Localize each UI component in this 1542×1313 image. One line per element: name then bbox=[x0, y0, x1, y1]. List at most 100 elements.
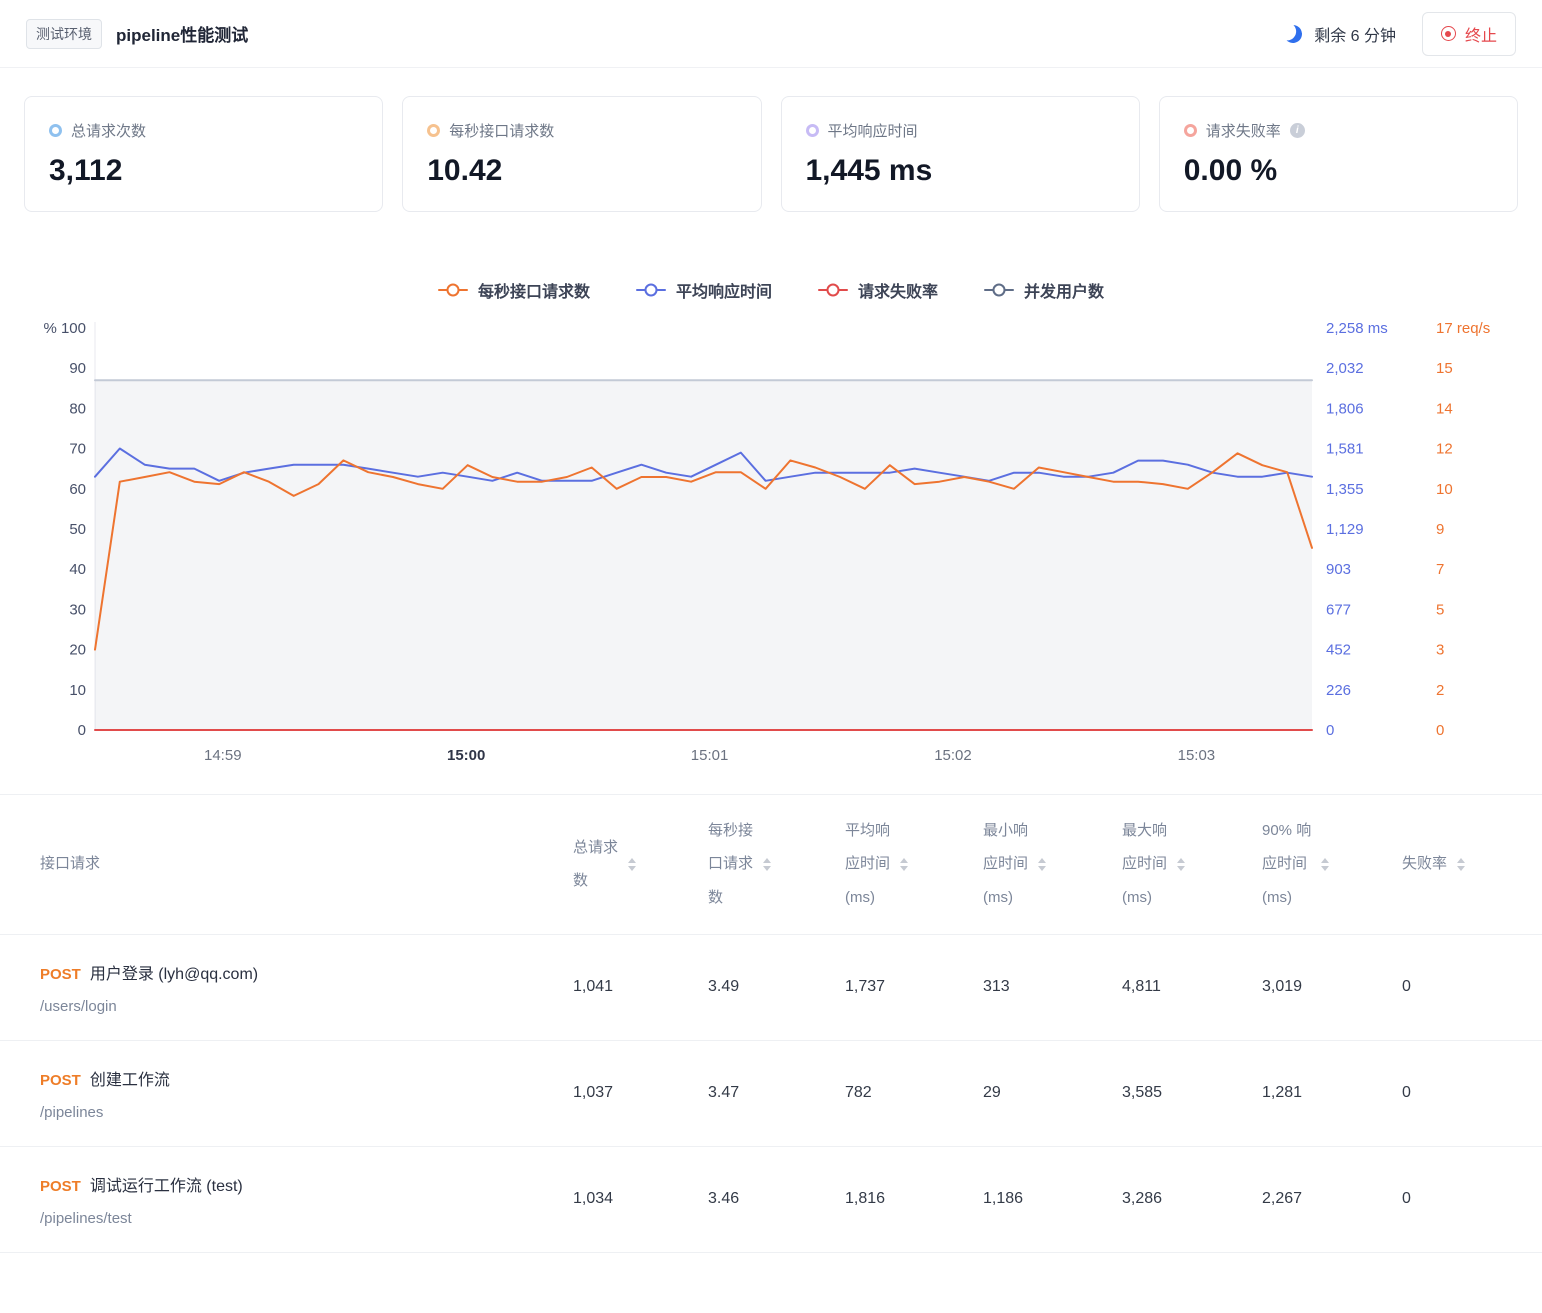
y-axis-ms-tick: 677 bbox=[1326, 601, 1351, 618]
legend-item-1[interactable]: 每秒接口请求数 bbox=[437, 278, 590, 302]
y-axis-percent-tick: 60 bbox=[69, 481, 86, 498]
series-line-每秒接口请求数 bbox=[94, 452, 1313, 651]
sort-caret-icon[interactable] bbox=[1038, 857, 1047, 871]
record-circle-icon bbox=[1440, 26, 1456, 41]
metric-cell-1: 1,034 bbox=[573, 1146, 708, 1253]
column-header-label: 每秒接 bbox=[708, 822, 754, 839]
y-axis-ms-tick: 1,355 bbox=[1326, 481, 1364, 498]
table-row: POST 调试运行工作流 (test) /pipelines/test 1,034 3.… bbox=[0, 1146, 1542, 1253]
stat-card-total-requests: 总请求次数 3,112 bbox=[24, 96, 384, 212]
column-header-1: 接口请求 bbox=[0, 794, 573, 935]
x-axis-time-tick: 14:59 bbox=[204, 747, 242, 764]
sort-asc-icon[interactable] bbox=[1038, 857, 1047, 863]
x-axis-time-tick: 15:03 bbox=[1178, 747, 1216, 764]
legend-item-4[interactable]: 并发用户数 bbox=[984, 278, 1104, 302]
sort-caret-icon[interactable] bbox=[1177, 857, 1186, 871]
legend-ring-icon bbox=[826, 283, 840, 297]
stats-cards: 总请求次数 3,112 每秒接口请求数 10.42 平均响应时间 1,445 m… bbox=[0, 68, 1542, 212]
column-header-3[interactable]: 每秒接 口请求数 bbox=[708, 794, 845, 935]
legend-label: 并发用户数 bbox=[1024, 284, 1105, 301]
api-request-cell: POST 用户登录 (lyh@qq.com) /users/login bbox=[0, 934, 573, 1041]
metric-cell-2: 3.49 bbox=[708, 934, 845, 1041]
y-axis-reqs-tick: 12 bbox=[1436, 441, 1453, 458]
column-header-label: 应时间 bbox=[845, 855, 891, 873]
sort-desc-icon[interactable] bbox=[1177, 865, 1186, 871]
sort-caret-icon[interactable] bbox=[900, 857, 909, 871]
metric-cell-5: 3,585 bbox=[1122, 1040, 1262, 1147]
method-badge: POST bbox=[40, 1177, 81, 1195]
column-header-label: 最小响 bbox=[983, 822, 1029, 839]
sort-desc-icon[interactable] bbox=[900, 865, 909, 871]
legend-item-2[interactable]: 平均响应时间 bbox=[635, 278, 772, 302]
sort-asc-icon[interactable] bbox=[1321, 857, 1330, 863]
metric-cell-6: 2,267 bbox=[1262, 1146, 1402, 1253]
sort-caret-icon[interactable] bbox=[763, 857, 772, 871]
y-axis-reqs-tick: 17 req/s bbox=[1436, 320, 1490, 337]
metric-cell-5: 4,811 bbox=[1122, 934, 1262, 1041]
y-axis-reqs-tick: 10 bbox=[1436, 481, 1453, 498]
loading-spinner-icon bbox=[1282, 22, 1304, 44]
sort-asc-icon[interactable] bbox=[628, 857, 637, 863]
sort-caret-icon[interactable] bbox=[1321, 857, 1330, 871]
metric-cell-2: 3.46 bbox=[708, 1146, 845, 1253]
column-header-label: 90% 响 bbox=[1262, 822, 1312, 839]
sort-caret-icon[interactable] bbox=[628, 857, 637, 871]
info-icon[interactable] bbox=[1289, 123, 1305, 138]
column-header-5[interactable]: 最小响 应时间 (ms) bbox=[983, 794, 1122, 935]
column-header-4[interactable]: 平均响 应时间 (ms) bbox=[845, 794, 983, 935]
sort-desc-icon[interactable] bbox=[1038, 865, 1047, 871]
legend-line-icon bbox=[437, 283, 468, 297]
y-axis-reqs-tick: 3 bbox=[1436, 642, 1444, 659]
sort-asc-icon[interactable] bbox=[1177, 857, 1186, 863]
x-axis-time-tick: 15:01 bbox=[691, 747, 729, 764]
y-axis-reqs-tick: 15 bbox=[1436, 360, 1453, 377]
metric-cell-7: 0 bbox=[1402, 934, 1542, 1041]
column-header-8[interactable]: 失败率 bbox=[1402, 794, 1542, 935]
sort-asc-icon[interactable] bbox=[763, 857, 772, 863]
stat-card-failure-rate: 请求失败率 0.00 % bbox=[1158, 96, 1518, 212]
sort-desc-icon[interactable] bbox=[763, 865, 772, 871]
column-header-2[interactable]: 总请求数 bbox=[573, 794, 708, 935]
series-area-并发用户数 bbox=[95, 380, 1312, 730]
column-header-label: 接口请求 bbox=[40, 855, 101, 873]
sort-asc-icon[interactable] bbox=[1457, 857, 1466, 863]
legend-label: 请求失败率 bbox=[858, 284, 939, 301]
column-header-label: 数 bbox=[573, 871, 589, 889]
y-axis-percent-tick: 90 bbox=[69, 360, 86, 377]
legend-label: 平均响应时间 bbox=[675, 284, 772, 301]
y-axis-percent-tick: 30 bbox=[69, 601, 86, 618]
blue-dot-icon bbox=[49, 124, 62, 137]
terminate-button-label: 终止 bbox=[1464, 27, 1497, 45]
series-line-平均响应时间 bbox=[94, 447, 1313, 482]
api-request-cell: POST 创建工作流/pipelines bbox=[0, 1040, 573, 1147]
y-axis-percent-tick: 40 bbox=[69, 561, 86, 578]
api-request-cell: POST 调试运行工作流 (test) /pipelines/test bbox=[0, 1146, 573, 1253]
stat-value: 10.42 bbox=[427, 154, 503, 187]
column-header-label: 最大响 bbox=[1122, 822, 1168, 839]
topbar: 测试环境 pipeline性能测试 剩余 6 分钟 终止 bbox=[0, 0, 1542, 68]
stat-label: 平均响应时间 bbox=[827, 123, 918, 140]
column-header-label: 总请求 bbox=[573, 838, 619, 856]
sort-desc-icon[interactable] bbox=[1457, 865, 1466, 871]
y-axis-ms-tick: 903 bbox=[1326, 561, 1351, 578]
column-header-6[interactable]: 最大响 应时间 (ms) bbox=[1122, 794, 1262, 935]
terminate-button[interactable]: 终止 bbox=[1421, 11, 1516, 56]
table-row: POST 创建工作流/pipelines 1,037 3.47 782 29 3,585 1,… bbox=[0, 1040, 1542, 1147]
sort-caret-icon[interactable] bbox=[1457, 857, 1466, 871]
sort-asc-icon[interactable] bbox=[900, 857, 909, 863]
stat-label: 总请求次数 bbox=[71, 123, 147, 140]
column-header-7[interactable]: 90% 响应时间 (ms) bbox=[1262, 794, 1402, 935]
legend-item-3[interactable]: 请求失败率 bbox=[818, 278, 938, 302]
metric-cell-7: 0 bbox=[1402, 1146, 1542, 1253]
stat-label: 每秒接口请求数 bbox=[449, 123, 555, 140]
stat-label-row: 平均响应时间 bbox=[805, 120, 1115, 141]
column-header-label: 口请求 bbox=[708, 855, 754, 873]
sort-desc-icon[interactable] bbox=[1321, 865, 1330, 871]
stat-value: 1,445 ms bbox=[805, 154, 933, 187]
y-axis-ms-tick: 452 bbox=[1326, 642, 1351, 659]
y-axis-percent-tick: 0 bbox=[78, 722, 86, 739]
api-name: 创建工作流 bbox=[89, 1071, 170, 1089]
legend-ring-icon bbox=[446, 283, 460, 297]
api-path: /users/login bbox=[40, 997, 117, 1015]
sort-desc-icon[interactable] bbox=[628, 865, 637, 871]
